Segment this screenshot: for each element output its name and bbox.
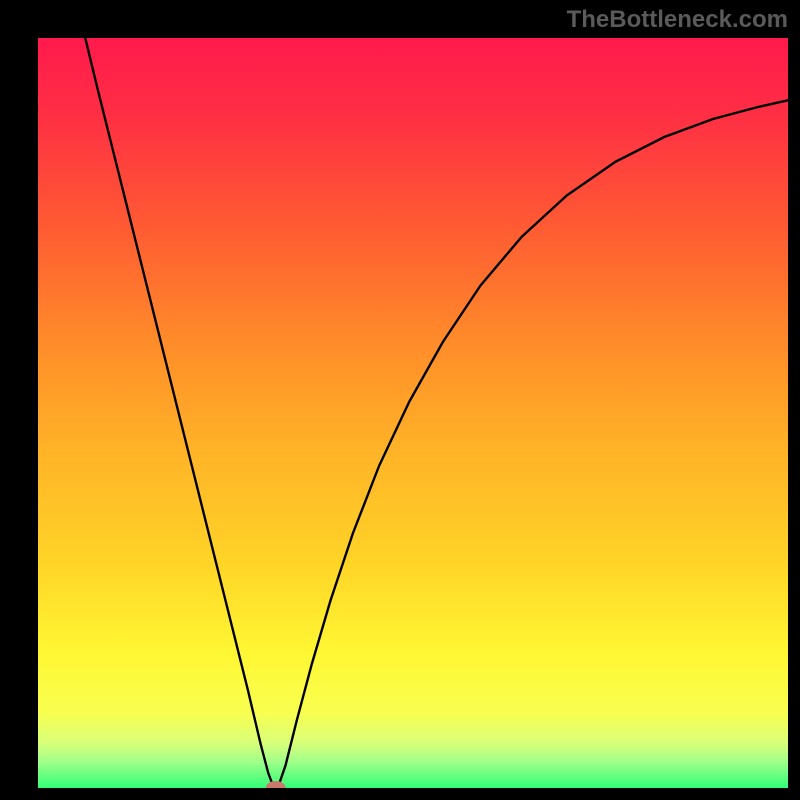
watermark-text: TheBottleneck.com xyxy=(567,6,788,34)
chart-background-gradient xyxy=(38,38,788,788)
chart-plot-area xyxy=(38,38,788,788)
